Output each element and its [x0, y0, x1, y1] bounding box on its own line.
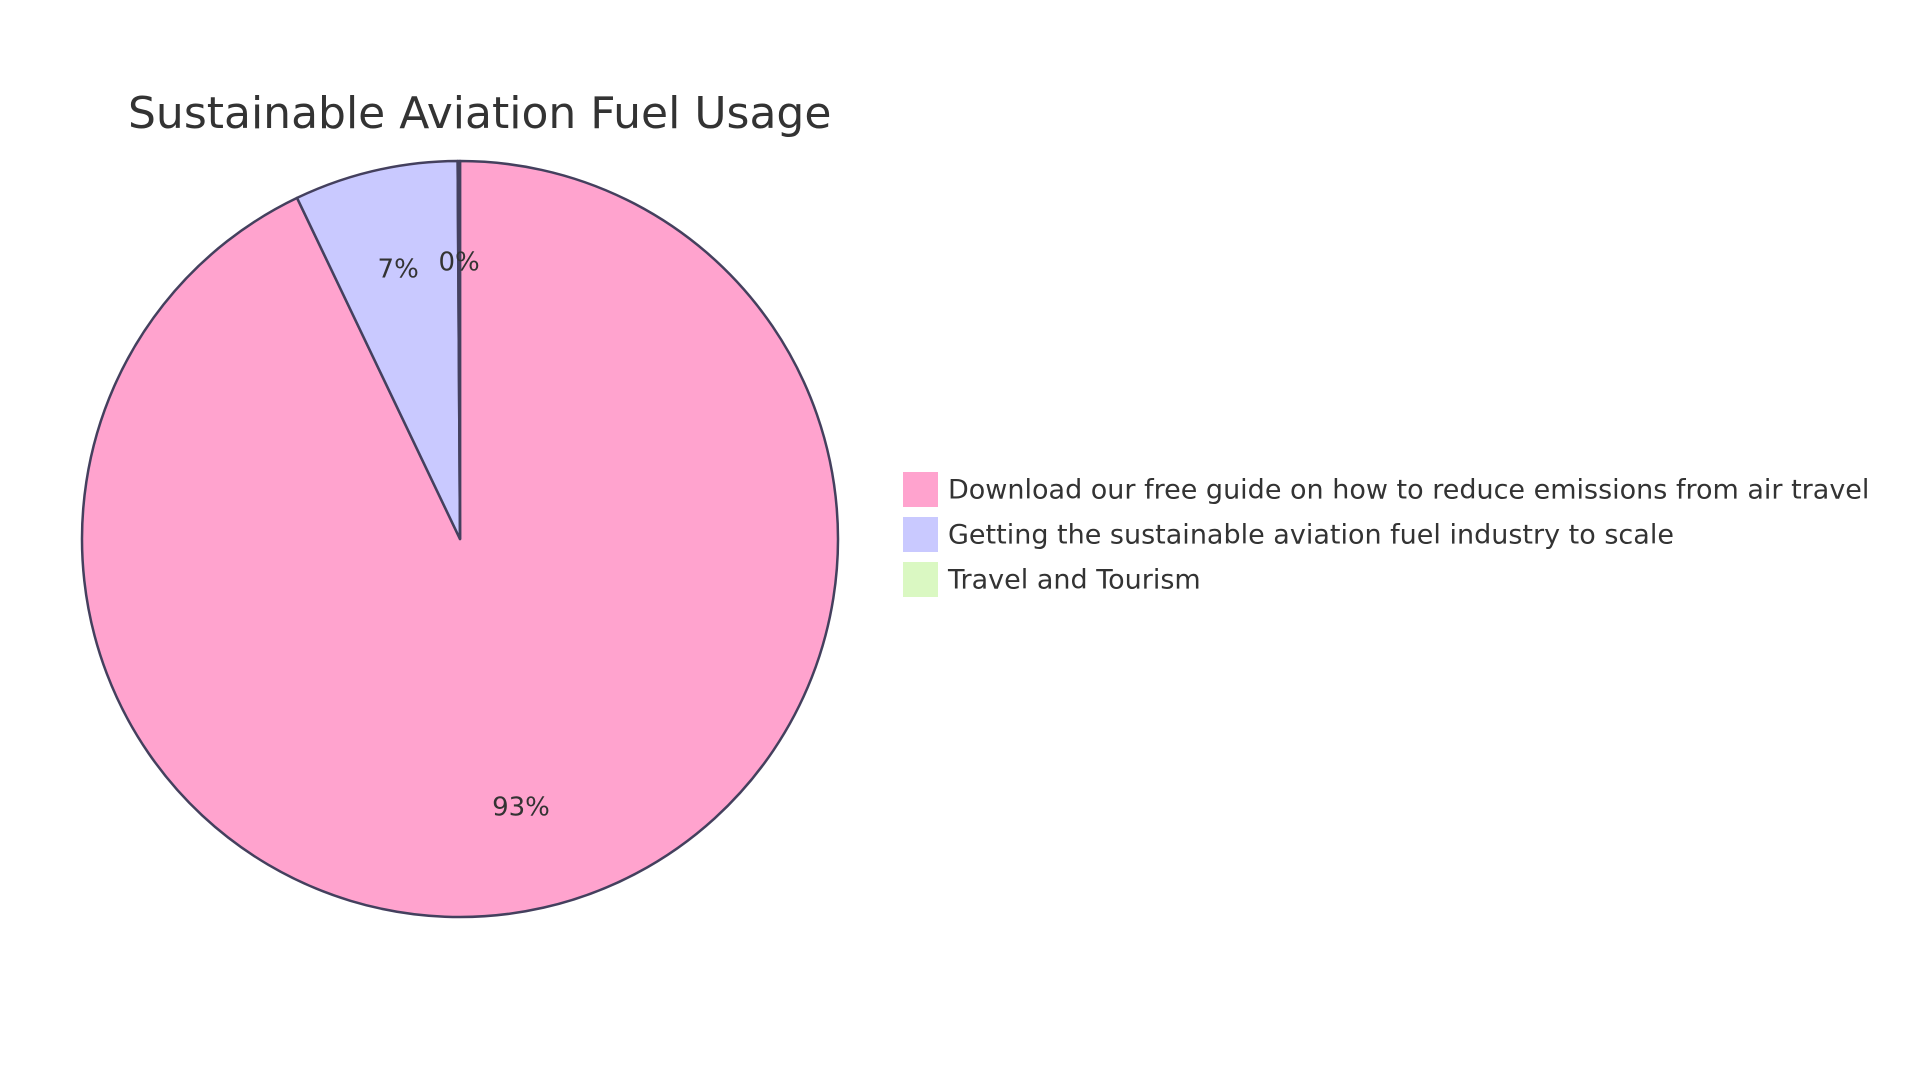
legend-text: Download our free guide on how to reduce… — [948, 475, 1869, 506]
legend-swatch — [901, 560, 940, 599]
legend-text: Travel and Tourism — [947, 565, 1201, 596]
legend-swatch — [901, 470, 940, 509]
legend-text: Getting the sustainable aviation fuel in… — [948, 520, 1674, 551]
chart-title: Sustainable Aviation Fuel Usage — [128, 88, 831, 139]
slice-label: 7% — [378, 255, 419, 285]
pie-slice — [456, 159, 462, 541]
slice-label: 93% — [492, 793, 550, 823]
slice-label: 0% — [439, 248, 480, 278]
legend-swatch — [901, 515, 940, 554]
pie-slice — [295, 159, 462, 541]
